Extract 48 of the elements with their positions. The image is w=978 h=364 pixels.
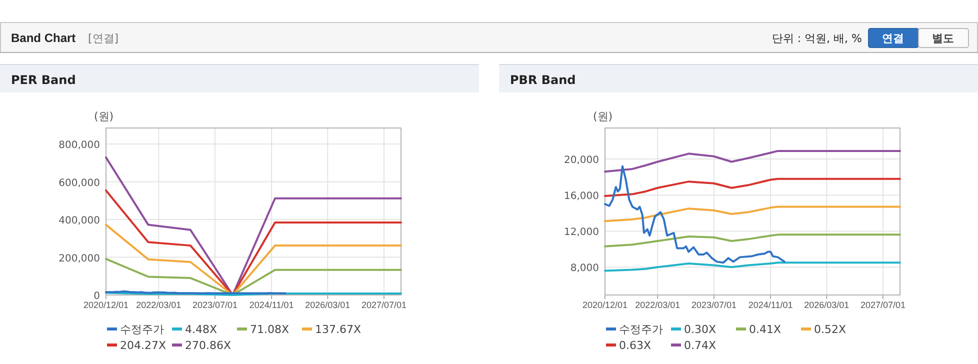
text: [연결] [88,32,119,45]
chart-title: PER Band [11,73,76,87]
legend-label: 0.74X [684,339,716,352]
line-series [604,234,901,248]
chart-title: PBR Band [510,73,576,87]
line-series [604,206,901,222]
x-tick-label: 2022/03/01 [635,300,680,310]
legend-label: 수정주가 [619,323,663,336]
legend-label: 0.30X [684,323,716,336]
y-tick-label: 600,000 [58,178,100,189]
text: Band Chart [11,31,76,45]
x-tick-label: 2026/03/01 [305,300,350,310]
legend-label: 수정주가 [120,323,164,336]
y-tick-label: 12,000 [564,227,599,238]
y-tick-label: 800,000 [58,140,100,152]
y-tick-label: 400,000 [58,216,100,227]
legend-label: 71.08X [250,323,290,336]
x-tick-label: 2023/07/01 [192,300,238,310]
text: 단위 : 억원, 배, % [772,32,862,45]
y-tick-label: 0 [94,291,100,302]
x-tick-label: 2024/11/01 [748,300,793,310]
x-tick-label: 2024/11/01 [249,300,294,310]
y-tick-label: 200,000 [58,253,100,264]
x-tick-label: 2026/03/01 [804,300,850,310]
legend-label: 4.48X [185,323,218,336]
x-tick-label: 2022/03/01 [136,300,182,310]
x-tick-label: 2027/07/01 [361,300,407,310]
text: 별도 [932,32,954,45]
line-series [604,165,786,264]
x-tick-label: 2023/07/01 [691,300,736,310]
y-tick-label: 16,000 [564,191,599,202]
legend-label: 0.41X [749,323,782,336]
x-tick-label: 2020/12/01 [582,300,628,310]
x-tick-label: 2027/07/01 [860,300,906,310]
legend-label: 270.86X [185,339,232,352]
legend-label: 0.52X [814,323,846,336]
line-series [604,178,901,197]
legend-label: 0.63X [619,339,652,352]
text: 연결 [882,32,904,45]
legend-label: 204.27X [120,339,166,352]
line-series [604,262,901,272]
legend-label: 137.67X [315,323,362,336]
y-tick-label: 20,000 [564,155,599,166]
y-axis-title: (원) [593,110,613,123]
y-tick-label: 8,000 [570,263,599,274]
line-series [604,150,901,173]
x-tick-label: 2020/12/01 [83,300,129,310]
y-axis-title: (원) [94,110,114,123]
